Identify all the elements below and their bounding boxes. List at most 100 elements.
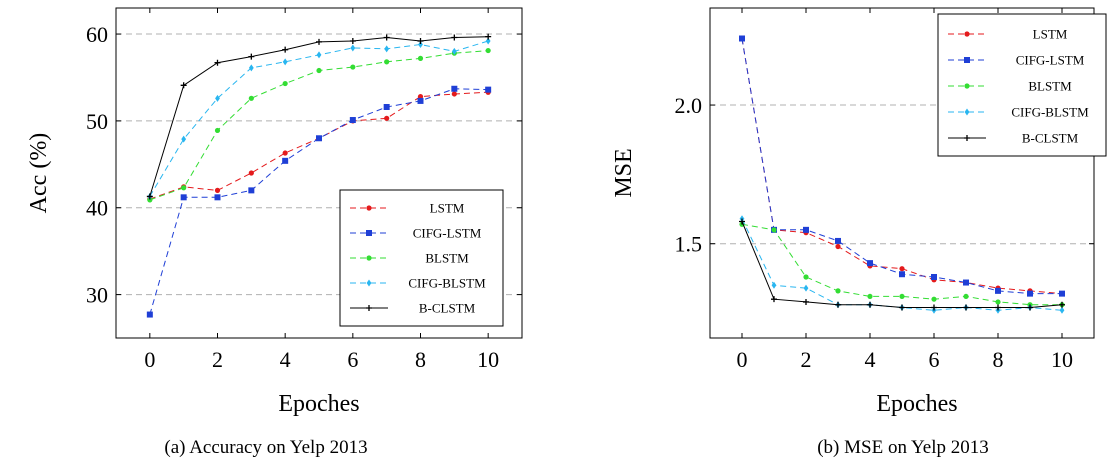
accuracy-point-blstm bbox=[181, 185, 187, 191]
mse-series-cifg-lstm bbox=[739, 35, 1065, 297]
accuracy-point-cifg-lstm bbox=[146, 311, 153, 318]
mse-point-lstm bbox=[835, 243, 841, 250]
accuracy-point-blstm bbox=[214, 127, 221, 134]
accuracy-x-tick-label: 10 bbox=[477, 347, 499, 372]
accuracy-point-cifg-blstm bbox=[451, 47, 457, 55]
mse-point-cifg-lstm bbox=[1059, 290, 1065, 297]
accuracy-point-cifg-blstm bbox=[316, 51, 322, 59]
accuracy-y-axis-label: Acc (%) bbox=[26, 133, 52, 214]
accuracy-point-cifg-blstm bbox=[248, 64, 254, 72]
mse-legend-entry: LSTM bbox=[948, 27, 1068, 42]
accuracy-point-blstm bbox=[248, 95, 254, 101]
accuracy-series-cifg-lstm bbox=[146, 85, 492, 318]
mse-x-tick-label: 6 bbox=[929, 347, 940, 372]
mse-y-tick-label: 1.5 bbox=[675, 232, 703, 257]
mse-legend-label: BLSTM bbox=[1028, 79, 1072, 94]
mse-point-b-clstm bbox=[995, 304, 1001, 311]
mse-point-cifg-lstm bbox=[867, 260, 873, 267]
accuracy-point-b-clstm bbox=[349, 38, 356, 44]
mse-point-b-clstm bbox=[899, 304, 905, 311]
accuracy-point-b-clstm bbox=[214, 59, 221, 66]
accuracy-point-b-clstm bbox=[383, 34, 390, 41]
accuracy-point-b-clstm bbox=[316, 38, 322, 45]
mse-legend-marker bbox=[964, 108, 970, 116]
mse-plot-frame bbox=[709, 7, 1095, 339]
accuracy-line-b-clstm bbox=[149, 36, 489, 197]
mse-legend-label: CIFG-BLSTM bbox=[1011, 105, 1089, 120]
accuracy-point-lstm bbox=[282, 150, 288, 156]
mse-caption: (b) MSE on Yelp 2013 bbox=[817, 437, 989, 458]
accuracy-y-tick-label: 50 bbox=[86, 109, 108, 134]
mse-point-blstm bbox=[899, 293, 905, 300]
mse-x-tick-label: 4 bbox=[865, 347, 876, 372]
accuracy-series-cifg-blstm bbox=[147, 37, 491, 200]
mse-x-tick-label: 2 bbox=[801, 347, 812, 372]
mse-legend-marker bbox=[964, 135, 970, 141]
accuracy-line-lstm bbox=[149, 91, 489, 200]
accuracy-x-tick-label: 4 bbox=[280, 347, 291, 372]
mse-point-cifg-lstm bbox=[899, 271, 905, 278]
accuracy-x-axis-label: Epoches bbox=[278, 391, 359, 417]
accuracy-point-lstm bbox=[451, 91, 457, 97]
accuracy-legend-marker bbox=[366, 230, 372, 236]
mse-series-blstm bbox=[739, 221, 1065, 308]
mse-y-axis-label: MSE bbox=[611, 148, 637, 197]
mse-point-blstm bbox=[867, 293, 873, 300]
mse-legend-entry: CIFG-BLSTM bbox=[948, 105, 1089, 120]
accuracy-point-cifg-blstm bbox=[282, 58, 288, 66]
mse-point-cifg-lstm bbox=[1027, 290, 1033, 297]
mse-line-blstm bbox=[741, 223, 1062, 306]
accuracy-x-tick-label: 0 bbox=[144, 347, 155, 372]
accuracy-point-blstm bbox=[417, 55, 424, 61]
accuracy-legend-marker bbox=[366, 255, 372, 261]
accuracy-x-tick-label: 2 bbox=[212, 347, 223, 372]
accuracy-plot-frame bbox=[115, 7, 523, 339]
mse-legend-marker bbox=[964, 31, 970, 37]
accuracy-point-b-clstm bbox=[146, 193, 153, 200]
accuracy-line-cifg-blstm bbox=[149, 40, 489, 197]
accuracy-point-cifg-lstm bbox=[316, 135, 322, 142]
accuracy-legend-entry: LSTM bbox=[350, 201, 465, 216]
accuracy-caption: (a) Accuracy on Yelp 2013 bbox=[164, 437, 367, 458]
accuracy-grid bbox=[116, 33, 522, 296]
mse-point-b-clstm bbox=[1027, 304, 1033, 311]
mse-point-blstm bbox=[771, 227, 777, 233]
mse-point-b-clstm bbox=[835, 301, 841, 308]
accuracy-point-cifg-lstm bbox=[383, 104, 390, 110]
accuracy-ticks: 30 40 50 60 0 2 4 6 8 10 bbox=[86, 8, 522, 372]
accuracy-point-cifg-lstm bbox=[282, 157, 289, 164]
accuracy-legend-entry: B-CLSTM bbox=[350, 301, 476, 316]
accuracy-legend-marker bbox=[366, 205, 372, 211]
accuracy-point-blstm bbox=[350, 64, 356, 70]
mse-legend-label: LSTM bbox=[1033, 27, 1068, 42]
accuracy-legend-label: B-CLSTM bbox=[419, 301, 476, 316]
accuracy-point-b-clstm bbox=[180, 82, 187, 89]
accuracy-point-blstm bbox=[485, 47, 491, 54]
mse-point-blstm bbox=[995, 299, 1001, 305]
accuracy-point-cifg-lstm bbox=[349, 117, 356, 124]
accuracy-point-cifg-blstm bbox=[485, 37, 491, 45]
mse-point-b-clstm bbox=[771, 296, 777, 303]
mse-legend-marker bbox=[964, 57, 970, 63]
accuracy-x-tick-label: 6 bbox=[347, 347, 358, 372]
mse-point-b-clstm bbox=[867, 301, 873, 308]
mse-x-tick-label: 10 bbox=[1051, 347, 1073, 372]
accuracy-legend-marker bbox=[366, 279, 372, 287]
accuracy-point-cifg-lstm bbox=[180, 194, 187, 201]
mse-legend-entry: CIFG-LSTM bbox=[948, 53, 1085, 68]
accuracy-point-b-clstm bbox=[451, 34, 458, 41]
mse-line-cifg-blstm bbox=[741, 218, 1063, 311]
accuracy-point-lstm bbox=[214, 187, 221, 193]
accuracy-point-b-clstm bbox=[485, 33, 492, 40]
accuracy-y-tick-label: 30 bbox=[86, 283, 108, 308]
mse-y-tick-label: 2.0 bbox=[675, 93, 703, 118]
accuracy-point-lstm bbox=[417, 93, 424, 100]
mse-point-blstm bbox=[803, 274, 809, 280]
mse-x-tick-label: 0 bbox=[737, 347, 748, 372]
mse-x-tick-label: 8 bbox=[993, 347, 1004, 372]
accuracy-series-lstm bbox=[147, 89, 491, 202]
accuracy-line-cifg-lstm bbox=[149, 88, 489, 315]
accuracy-legend-marker bbox=[366, 305, 372, 311]
mse-point-blstm bbox=[931, 296, 937, 302]
accuracy-point-cifg-lstm bbox=[451, 85, 458, 92]
